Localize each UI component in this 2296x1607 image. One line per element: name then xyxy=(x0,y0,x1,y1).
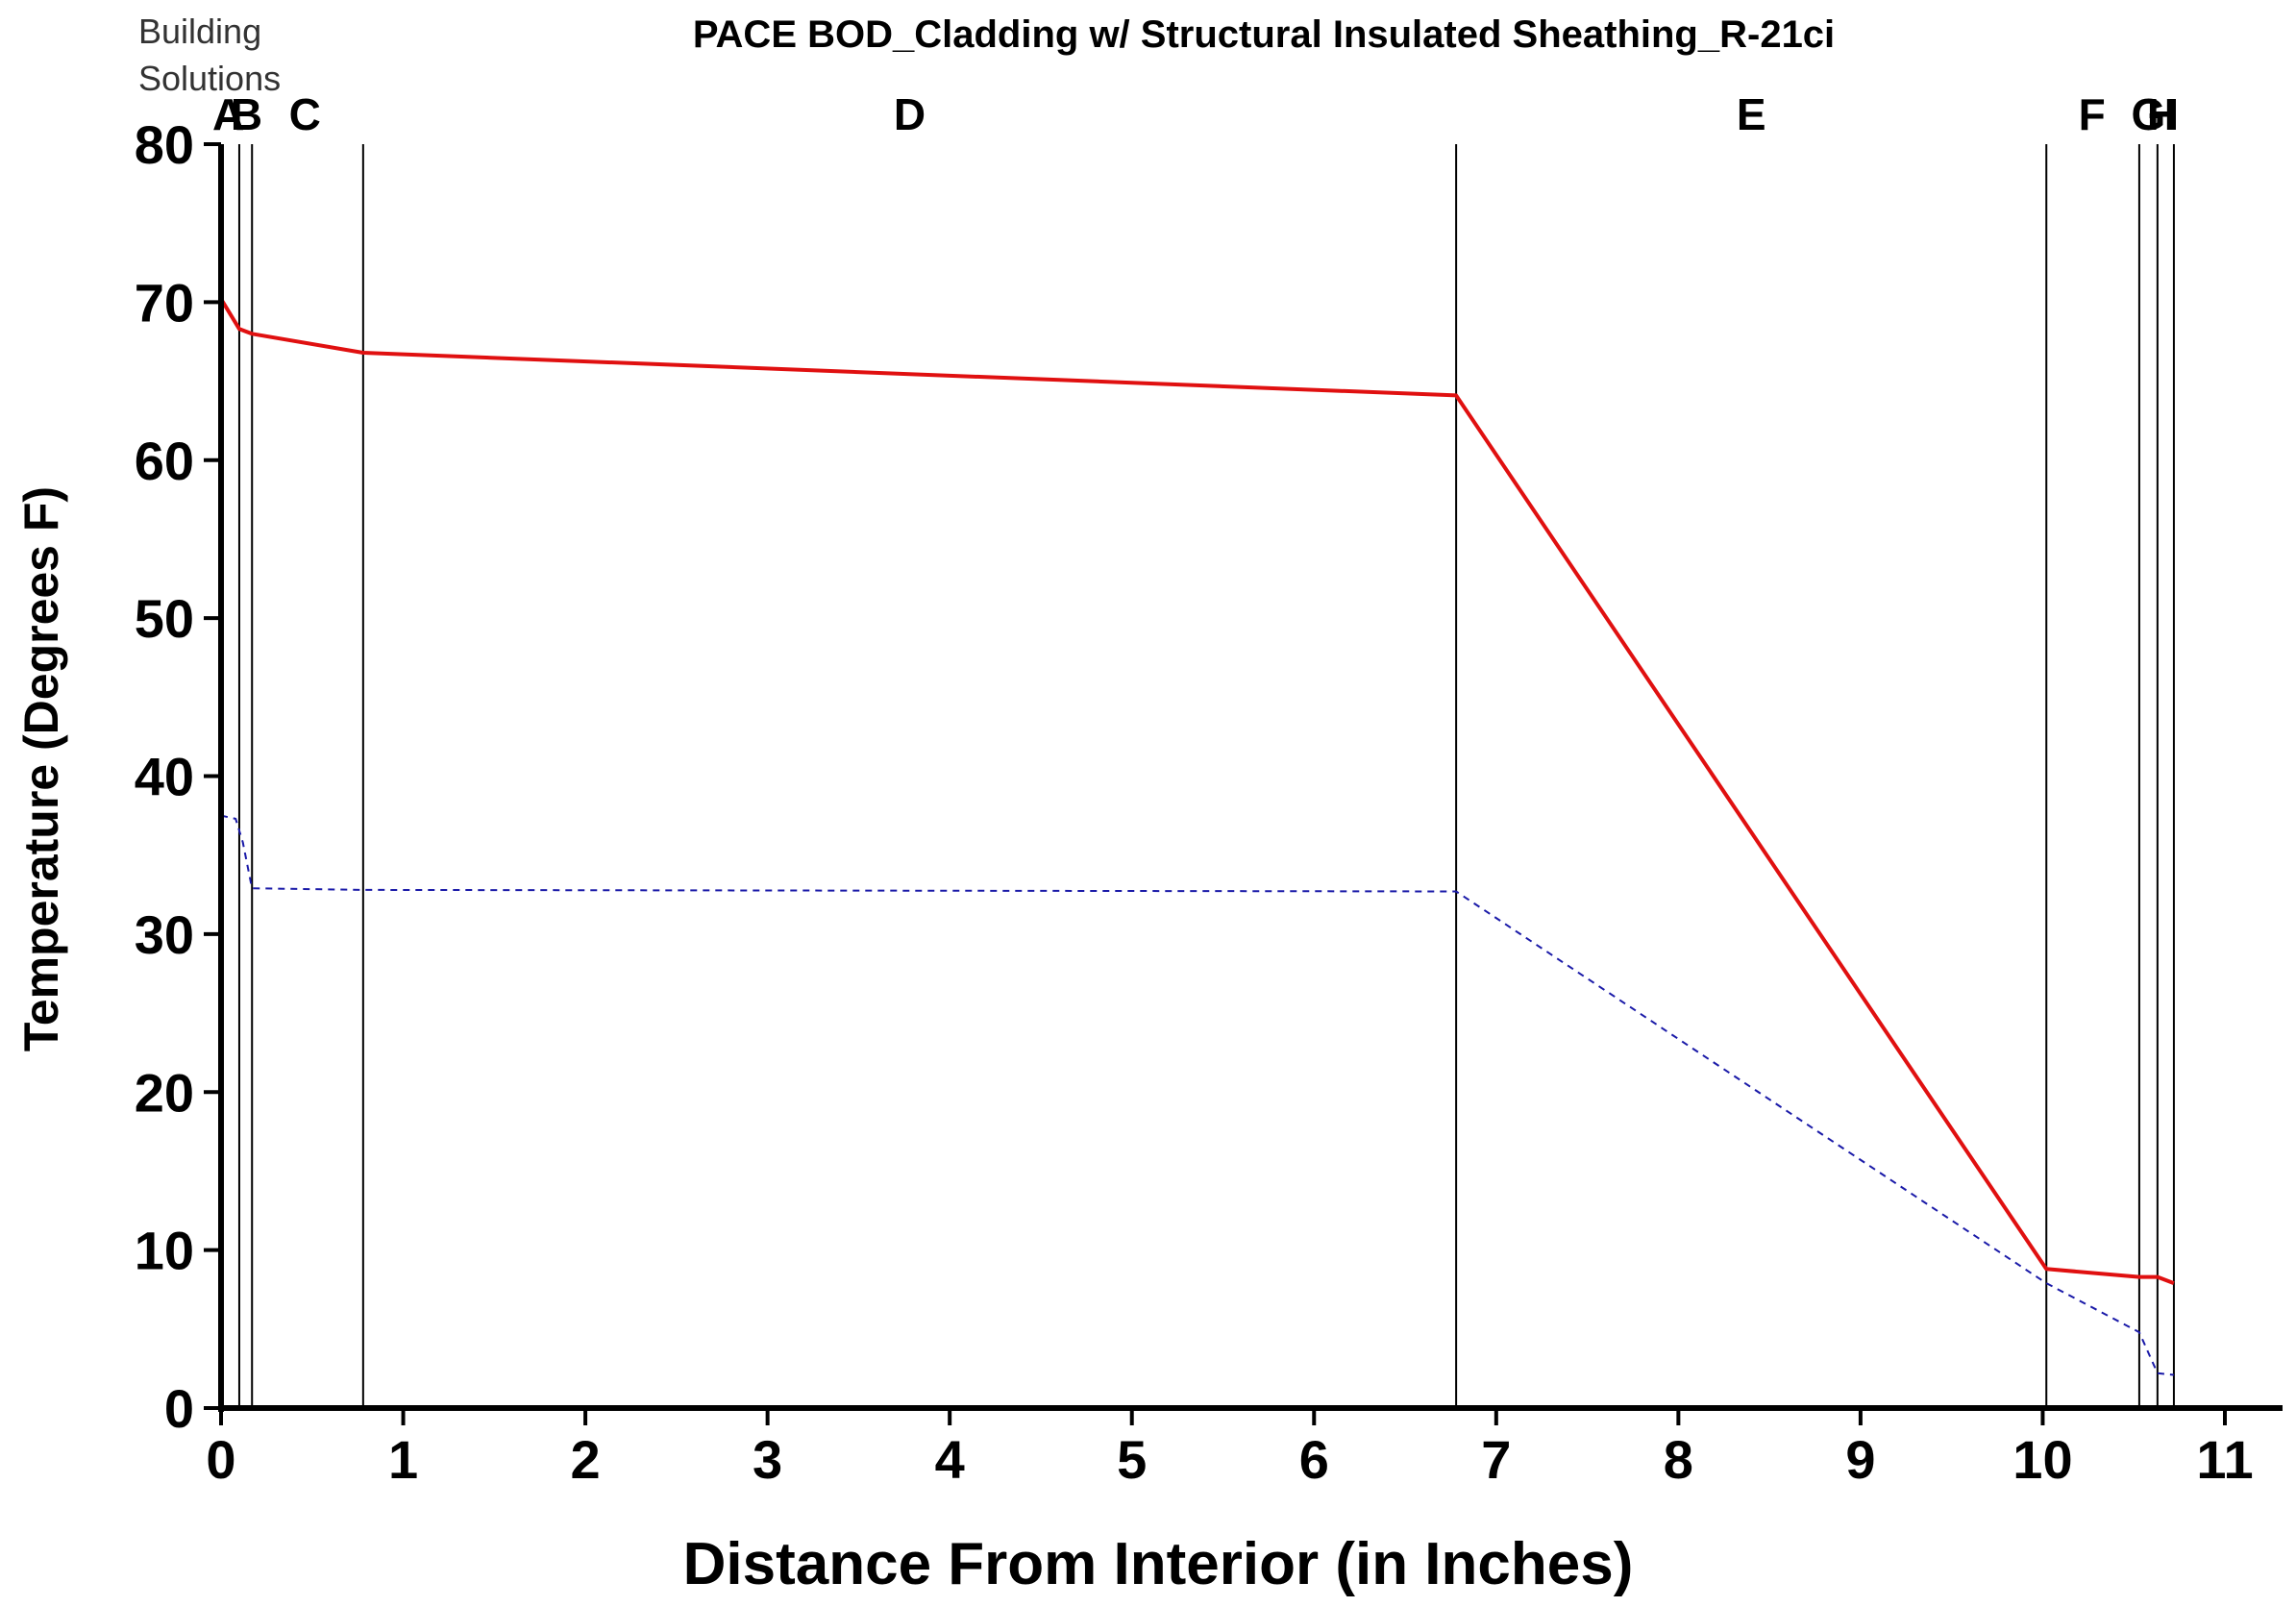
layer-labels: AB C D E F GHI xyxy=(212,89,2179,139)
x-tick-label-4: 4 xyxy=(935,1429,965,1490)
layer-label-h: H xyxy=(2147,89,2179,139)
brand-line-2: Solutions xyxy=(138,59,281,98)
x-tick-label-8: 8 xyxy=(1664,1429,1693,1490)
y-tick-label-0: 0 xyxy=(164,1378,194,1439)
y-tick-label-20: 20 xyxy=(135,1062,194,1123)
y-tick-label-80: 80 xyxy=(135,114,194,175)
x-tick-label-3: 3 xyxy=(753,1429,782,1490)
layer-label-c: C xyxy=(289,89,321,139)
x-tick-label-11: 11 xyxy=(2196,1429,2253,1490)
layer-label-b: B xyxy=(231,89,262,139)
y-tick-label-30: 30 xyxy=(135,904,194,965)
series-group xyxy=(219,298,2175,1376)
y-tick-label-60: 60 xyxy=(135,431,194,491)
chart-title: PACE BOD_Cladding w/ Structural Insulate… xyxy=(693,13,1835,56)
layer-label-e: E xyxy=(1737,89,1766,139)
x-tick-label-10: 10 xyxy=(2012,1429,2072,1490)
layer-boundaries xyxy=(220,144,2175,1408)
layer-label-d: D xyxy=(894,89,926,139)
axes xyxy=(218,144,2283,1412)
y-axis-label: Temperature (Degrees F) xyxy=(14,486,68,1051)
y-tick-label-10: 10 xyxy=(135,1221,194,1281)
y-tick-group: 0 10 20 30 40 50 60 70 80 xyxy=(135,114,221,1439)
layer-label-g: G xyxy=(2132,89,2166,139)
x-tick-label-1: 1 xyxy=(388,1429,418,1490)
x-axis-label: Distance From Interior (in Inches) xyxy=(683,1531,1634,1597)
brand-line-1: Building xyxy=(138,12,261,51)
dew-point-series-line xyxy=(220,814,2174,1376)
layer-label-f: F xyxy=(2079,89,2106,139)
layer-label-i: I xyxy=(2164,89,2177,139)
x-tick-label-6: 6 xyxy=(1299,1429,1329,1490)
x-tick-label-0: 0 xyxy=(206,1429,235,1490)
temperature-series-line xyxy=(219,298,2175,1285)
x-tick-group: 0 1 2 3 4 5 6 7 8 9 10 11 xyxy=(206,1408,2254,1490)
x-tick-label-9: 9 xyxy=(1845,1429,1875,1490)
layer-label-a: A xyxy=(212,89,244,139)
x-tick-label-2: 2 xyxy=(571,1429,601,1490)
x-tick-label-7: 7 xyxy=(1481,1429,1511,1490)
y-tick-label-40: 40 xyxy=(135,747,194,807)
x-tick-label-5: 5 xyxy=(1117,1429,1147,1490)
y-tick-label-50: 50 xyxy=(135,588,194,649)
y-tick-label-70: 70 xyxy=(135,272,194,333)
